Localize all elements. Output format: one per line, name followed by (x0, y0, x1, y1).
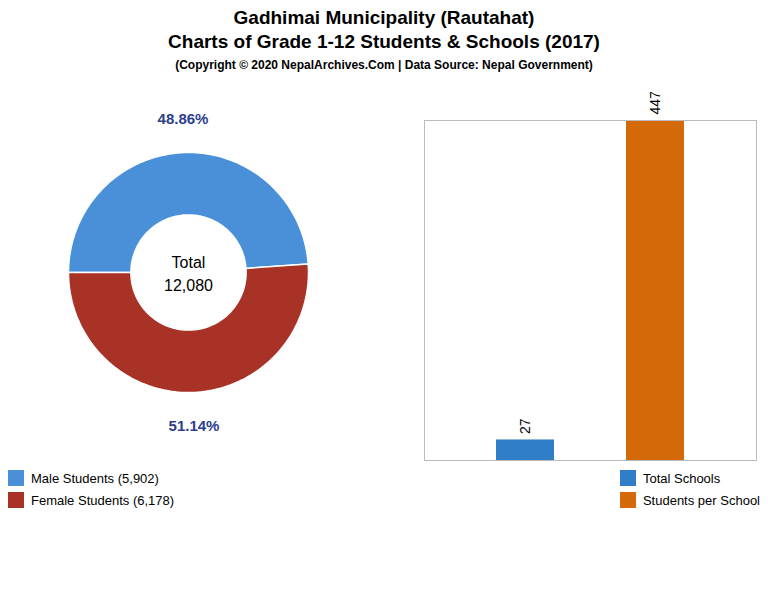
svg-text:48.86%: 48.86% (158, 110, 209, 127)
svg-text:27: 27 (517, 418, 533, 434)
html-text:Male Students (5,902): Male Students (5,902) (31, 470, 159, 486)
html-text:Female Students (6,178): Female Students (6,178) (31, 492, 175, 508)
html-text:Gadhimai Municipality (Rautaha: Gadhimai Municipality (Rautahat) (233, 7, 535, 28)
html-text:(Copyright © 2020 NepalArchive: (Copyright © 2020 NepalArchives.Com | Da… (175, 58, 593, 72)
html-text:Students per School: Students per School (642, 492, 760, 508)
svg-text:447: 447 (647, 91, 663, 115)
html-text:Charts of Grade 1-12 Students: Charts of Grade 1-12 Students & Schools … (168, 31, 600, 52)
svg-text:51.14%: 51.14% (169, 417, 220, 434)
html-text:Total Schools: Total Schools (642, 470, 721, 486)
svg-text:Total12,080: Total12,080 (164, 254, 213, 293)
